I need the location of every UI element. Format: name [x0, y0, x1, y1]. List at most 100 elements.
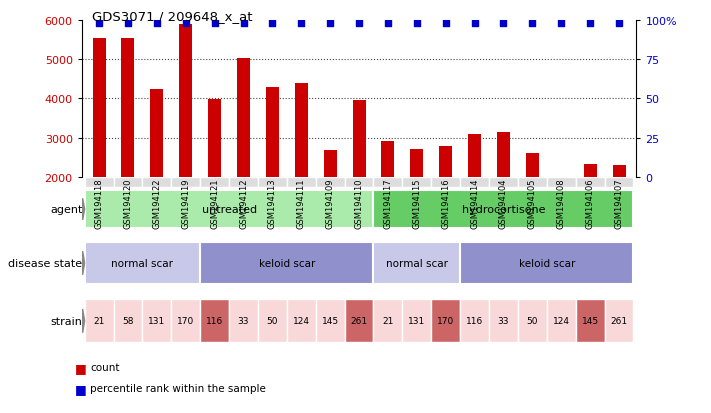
- Text: GSM194104: GSM194104: [499, 178, 508, 228]
- Text: 33: 33: [498, 317, 509, 325]
- Point: [93, 21, 105, 27]
- Bar: [171, 300, 201, 342]
- Bar: [114, 178, 142, 188]
- Text: GSM194121: GSM194121: [210, 178, 219, 228]
- Text: ■: ■: [75, 382, 87, 395]
- Bar: [142, 300, 171, 342]
- Bar: [373, 300, 402, 342]
- Bar: [201, 178, 229, 188]
- Bar: [266, 88, 279, 178]
- Bar: [179, 25, 192, 178]
- Bar: [432, 178, 460, 188]
- Text: 170: 170: [177, 317, 194, 325]
- Bar: [489, 178, 518, 188]
- Bar: [229, 178, 258, 188]
- Text: normal scar: normal scar: [112, 258, 173, 268]
- Text: agent: agent: [50, 204, 82, 215]
- Text: 261: 261: [351, 317, 368, 325]
- Bar: [584, 165, 597, 178]
- Bar: [85, 242, 201, 284]
- Bar: [468, 135, 481, 178]
- Bar: [171, 178, 201, 188]
- Point: [411, 21, 422, 27]
- Point: [440, 21, 451, 27]
- Text: 145: 145: [321, 317, 338, 325]
- Point: [237, 21, 249, 27]
- Point: [209, 21, 220, 27]
- Text: 50: 50: [267, 317, 278, 325]
- Text: 131: 131: [408, 317, 425, 325]
- Text: 170: 170: [437, 317, 454, 325]
- Bar: [439, 147, 452, 178]
- Text: ■: ■: [75, 361, 87, 374]
- Bar: [150, 89, 164, 178]
- Bar: [547, 300, 576, 342]
- Text: GSM194122: GSM194122: [152, 178, 161, 228]
- Bar: [402, 300, 432, 342]
- Bar: [576, 300, 604, 342]
- Point: [383, 21, 394, 27]
- Bar: [85, 300, 114, 342]
- Bar: [518, 300, 547, 342]
- Bar: [114, 300, 142, 342]
- Bar: [295, 84, 308, 178]
- Bar: [92, 39, 106, 178]
- Bar: [287, 300, 316, 342]
- Text: 116: 116: [466, 317, 483, 325]
- Text: GSM194115: GSM194115: [412, 178, 422, 228]
- Bar: [229, 300, 258, 342]
- Text: GSM194119: GSM194119: [181, 178, 191, 228]
- Bar: [518, 178, 547, 188]
- Bar: [316, 300, 345, 342]
- Point: [122, 21, 134, 27]
- Text: GSM194109: GSM194109: [326, 178, 335, 228]
- Text: GSM194110: GSM194110: [355, 178, 363, 228]
- Bar: [201, 300, 229, 342]
- Bar: [373, 242, 460, 284]
- Text: GDS3071 / 209648_x_at: GDS3071 / 209648_x_at: [92, 10, 253, 23]
- Bar: [576, 178, 604, 188]
- Text: 124: 124: [552, 317, 570, 325]
- Bar: [489, 300, 518, 342]
- Point: [324, 21, 336, 27]
- Text: 131: 131: [148, 317, 166, 325]
- Text: count: count: [90, 363, 119, 373]
- Text: percentile rank within the sample: percentile rank within the sample: [90, 383, 266, 393]
- Text: disease state: disease state: [9, 258, 82, 268]
- Text: normal scar: normal scar: [386, 258, 448, 268]
- Text: 58: 58: [122, 317, 134, 325]
- Bar: [497, 133, 510, 178]
- Text: GSM194120: GSM194120: [124, 178, 132, 228]
- Text: keloid scar: keloid scar: [259, 258, 315, 268]
- Text: 21: 21: [93, 317, 105, 325]
- Text: GSM194116: GSM194116: [442, 178, 450, 229]
- Bar: [258, 300, 287, 342]
- Text: GSM194112: GSM194112: [239, 178, 248, 228]
- Text: strain: strain: [50, 316, 82, 326]
- Bar: [373, 178, 402, 188]
- Bar: [122, 39, 134, 178]
- Bar: [345, 300, 373, 342]
- Bar: [547, 178, 576, 188]
- Point: [180, 21, 191, 27]
- Point: [267, 21, 278, 27]
- Text: 145: 145: [582, 317, 599, 325]
- Text: GSM194118: GSM194118: [95, 178, 104, 229]
- Text: GSM194108: GSM194108: [557, 178, 566, 229]
- Text: GSM194107: GSM194107: [614, 178, 624, 229]
- Bar: [201, 242, 373, 284]
- Bar: [555, 178, 568, 215]
- Bar: [353, 101, 365, 178]
- Bar: [142, 178, 171, 188]
- Bar: [85, 178, 114, 188]
- Bar: [612, 166, 626, 178]
- Bar: [258, 178, 287, 188]
- Point: [296, 21, 307, 27]
- Bar: [287, 178, 316, 188]
- Text: GSM194114: GSM194114: [470, 178, 479, 228]
- Bar: [324, 151, 337, 178]
- Bar: [526, 153, 539, 178]
- Text: hydrocortisone: hydrocortisone: [461, 204, 545, 215]
- Polygon shape: [82, 252, 85, 275]
- Text: GSM194113: GSM194113: [268, 178, 277, 229]
